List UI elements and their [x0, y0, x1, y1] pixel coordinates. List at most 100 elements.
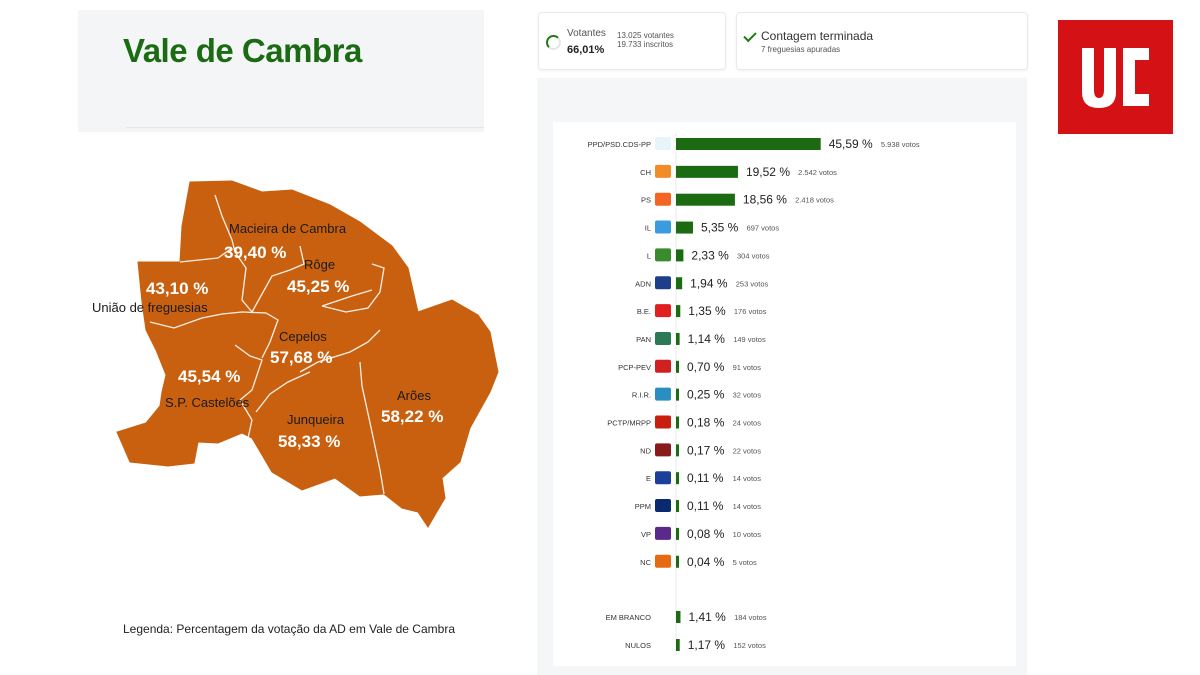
- region-value-junqueira: 58,33 %: [278, 432, 340, 451]
- bar-votes-label: 14 votos: [733, 474, 762, 483]
- party-label: E: [646, 474, 651, 483]
- bar-votes-label: 24 votos: [733, 419, 762, 428]
- results-chart-area: [553, 122, 1016, 666]
- chart-bar: [676, 500, 679, 513]
- chart-bar: [676, 332, 680, 345]
- region-value-cepelos: 57,68 %: [270, 348, 332, 367]
- region-value-uniao: 43,10 %: [146, 279, 208, 298]
- chart-bar: [676, 639, 680, 651]
- chart-bar: [676, 388, 679, 401]
- bar-pct-label: 1,35 %: [688, 304, 726, 318]
- bar-pct-label: 18,56 %: [743, 193, 787, 207]
- party-logo-icon: [655, 387, 671, 401]
- region-name-junqueira: Junqueira: [287, 412, 345, 427]
- region-name-castelos: S.P. Castelões: [165, 395, 250, 410]
- party-label: PCP-PEV: [618, 363, 651, 372]
- bar-votes-label: 2.418 votos: [795, 196, 834, 205]
- map-panel: Vale de Cambra Macieira de Cambra: [78, 10, 530, 675]
- municipality-map: Macieira de Cambra 39,40 % Rôge 45,25 % …: [92, 180, 499, 528]
- bar-votes-label: 149 votos: [733, 335, 766, 344]
- bar-pct-label: 45,59 %: [829, 137, 873, 151]
- party-label: PPM: [635, 502, 651, 511]
- bar-votes-label: 91 votos: [733, 363, 762, 372]
- bar-votes-label: 14 votos: [733, 502, 762, 511]
- inscritos-count: 19.733 inscritos: [617, 40, 674, 49]
- bar-pct-label: 1,94 %: [690, 276, 728, 290]
- party-label: NULOS: [625, 641, 651, 650]
- party-logo-icon: [655, 220, 671, 234]
- votantes-card: Votantes 66,01% 13.025 votantes 19.733 i…: [538, 12, 726, 70]
- contagem-card: Contagem terminada 7 freguesias apuradas: [736, 12, 1028, 70]
- party-logo-icon: [655, 471, 671, 485]
- party-logo-icon: [655, 331, 671, 345]
- chart-bar: [676, 165, 738, 178]
- region-value-castelos: 45,54 %: [178, 367, 240, 386]
- bar-pct-label: 19,52 %: [746, 165, 790, 179]
- party-label: NC: [640, 558, 651, 567]
- party-label: R.I.R.: [632, 391, 651, 400]
- party-logo-icon: [655, 554, 671, 568]
- party-label: B.E.: [637, 307, 651, 316]
- bar-pct-label: 0,70 %: [687, 360, 725, 374]
- party-label: ADN: [635, 279, 651, 288]
- map-title-bar: Vale de Cambra: [78, 10, 484, 132]
- chart-bar: [676, 444, 679, 457]
- chart-bar: [676, 193, 735, 206]
- progress-ring-icon: [546, 35, 561, 50]
- party-logo-icon: [655, 164, 671, 178]
- chart-bar: [676, 611, 681, 623]
- party-label: EM BRANCO: [606, 613, 652, 622]
- chart-bar: [676, 221, 693, 234]
- bar-pct-label: 2,33 %: [691, 248, 729, 262]
- region-value-aroes: 58,22 %: [381, 407, 443, 426]
- votantes-percentage: 66,01%: [567, 44, 605, 56]
- map-title: Vale de Cambra: [123, 32, 362, 69]
- party-label: VP: [641, 530, 651, 539]
- bar-pct-label: 0,04 %: [687, 555, 725, 569]
- region-name-roge: Rôge: [304, 257, 335, 272]
- region-name-aroes: Arões: [397, 388, 431, 403]
- bar-votes-label: 176 votos: [734, 307, 767, 316]
- bar-pct-label: 0,08 %: [687, 527, 725, 541]
- title-divider: [126, 127, 484, 128]
- region-name-cepelos: Cepelos: [279, 329, 327, 344]
- bar-votes-label: 2.542 votos: [798, 168, 837, 177]
- map-region-shape: [116, 180, 499, 528]
- party-label: PAN: [636, 335, 651, 344]
- bar-pct-label: 5,35 %: [701, 221, 739, 235]
- bar-pct-label: 1,14 %: [688, 332, 726, 346]
- chart-bar: [676, 305, 681, 318]
- bar-pct-label: 0,11 %: [687, 471, 724, 485]
- party-label: CH: [640, 168, 651, 177]
- bar-votes-label: 697 votos: [747, 224, 780, 233]
- map-legend: Legenda: Percentagem da votação da AD em…: [123, 622, 455, 636]
- chart-bar: [676, 555, 679, 568]
- votantes-count: 13.025 votantes: [617, 31, 674, 40]
- party-label: PS: [641, 196, 651, 205]
- party-logo-icon: [655, 443, 671, 457]
- chart-bar: [676, 527, 679, 540]
- party-label: IL: [645, 224, 651, 233]
- uc-logo-mark: [1082, 48, 1149, 108]
- contagem-label: Contagem terminada: [761, 29, 874, 43]
- chart-bar: [676, 472, 679, 485]
- bar-votes-label: 10 votos: [733, 530, 762, 539]
- party-label: L: [647, 251, 651, 260]
- party-logo-icon: [655, 499, 671, 513]
- bar-votes-label: 5.938 votos: [881, 140, 920, 149]
- region-value-roge: 45,25 %: [287, 277, 349, 296]
- bar-pct-label: 0,17 %: [687, 443, 725, 457]
- bar-pct-label: 1,41 %: [688, 610, 726, 624]
- party-logo-icon: [655, 304, 671, 318]
- bar-votes-label: 253 votos: [736, 279, 769, 288]
- party-logo-icon: [655, 415, 671, 429]
- region-value-macieira: 39,40 %: [224, 243, 286, 262]
- votantes-label: Votantes: [567, 28, 606, 39]
- bar-votes-label: 22 votos: [733, 446, 762, 455]
- bar-pct-label: 0,18 %: [687, 416, 725, 430]
- chart-bar: [676, 416, 679, 429]
- bar-pct-label: 0,11 %: [687, 499, 724, 513]
- party-logo-icon: [655, 192, 671, 206]
- bar-votes-label: 304 votos: [737, 251, 770, 260]
- party-label: PPD/PSD.CDS-PP: [588, 140, 651, 149]
